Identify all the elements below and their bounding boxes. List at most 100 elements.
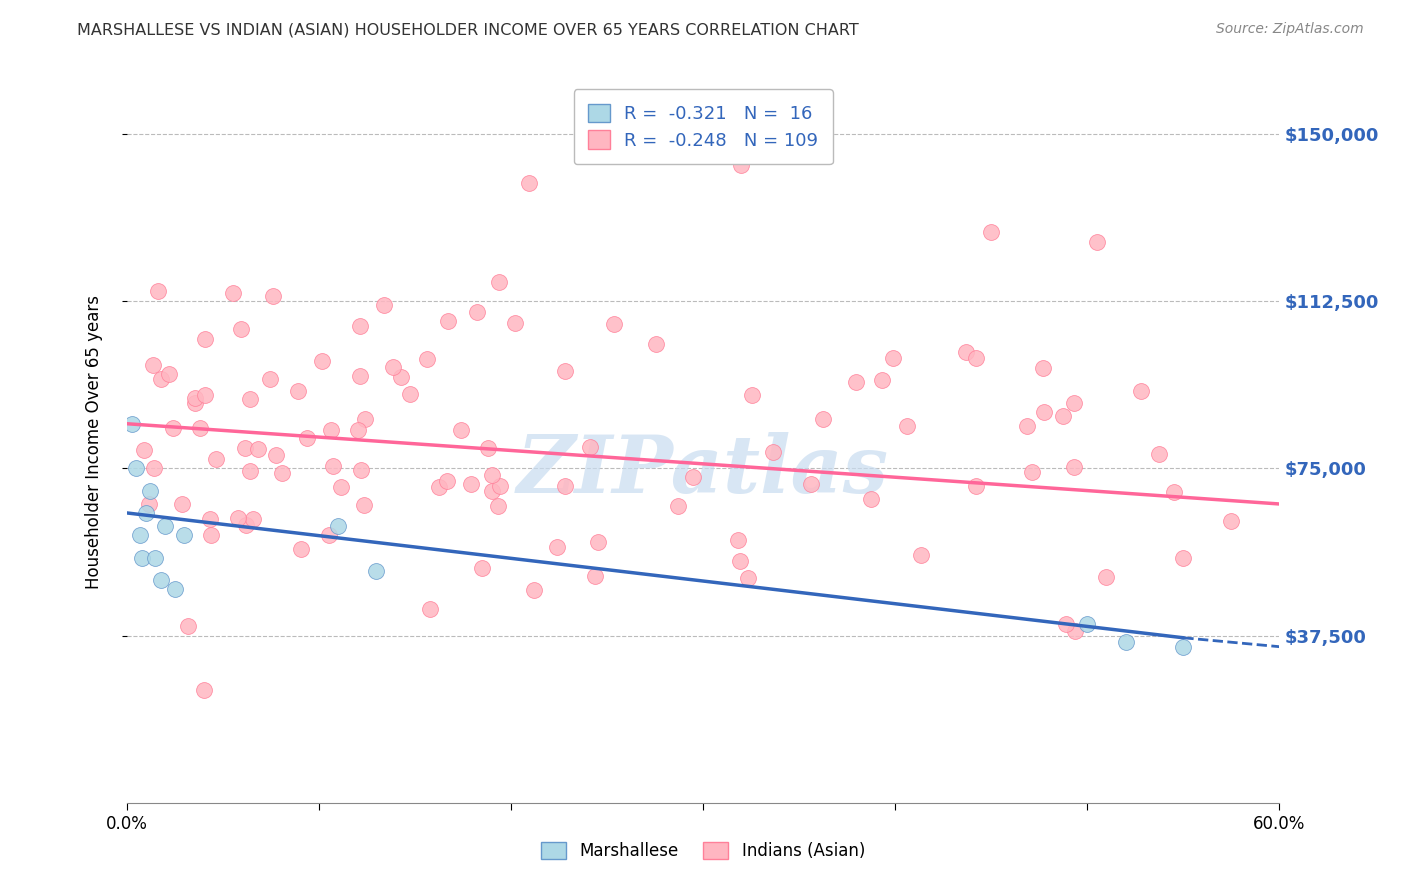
Point — [503, 316, 526, 330]
Point — [955, 345, 977, 359]
Point — [222, 286, 245, 301]
Point — [373, 298, 395, 312]
Point — [239, 392, 262, 406]
Point — [1063, 396, 1085, 410]
Point — [419, 602, 441, 616]
Point — [266, 448, 288, 462]
Point — [1032, 361, 1054, 376]
Point — [437, 314, 460, 328]
Point — [295, 431, 318, 445]
Point — [519, 177, 541, 191]
Point — [322, 459, 344, 474]
Point — [391, 369, 413, 384]
Point — [1021, 466, 1043, 480]
Point — [194, 388, 217, 402]
Point — [910, 548, 932, 562]
Point — [1163, 485, 1185, 500]
Point — [145, 550, 166, 565]
Point — [965, 479, 987, 493]
Point — [1173, 640, 1195, 654]
Point — [730, 554, 752, 568]
Point — [354, 412, 377, 426]
Point — [980, 225, 1002, 239]
Point — [399, 387, 422, 401]
Point — [188, 421, 211, 435]
Point — [349, 369, 371, 384]
Point — [488, 479, 510, 493]
Point — [353, 498, 375, 512]
Point — [150, 573, 173, 587]
Point — [200, 528, 222, 542]
Point — [488, 275, 510, 289]
Point — [350, 463, 373, 477]
Point — [486, 499, 509, 513]
Point — [481, 484, 503, 499]
Point — [415, 351, 437, 366]
Point — [235, 517, 257, 532]
Point — [1220, 514, 1243, 528]
Point — [460, 476, 482, 491]
Point — [121, 417, 143, 431]
Point — [270, 466, 292, 480]
Point — [1063, 624, 1085, 638]
Point — [290, 541, 312, 556]
Point — [870, 373, 893, 387]
Point — [318, 528, 340, 542]
Point — [1076, 617, 1098, 632]
Point — [231, 322, 253, 336]
Point — [1052, 409, 1074, 424]
Point — [239, 464, 262, 478]
Point — [183, 396, 205, 410]
Point — [204, 451, 226, 466]
Point — [153, 519, 176, 533]
Y-axis label: Householder Income Over 65 years: Householder Income Over 65 years — [84, 294, 103, 589]
Point — [682, 469, 704, 483]
Point — [860, 492, 883, 507]
Point — [578, 440, 600, 454]
Point — [1173, 550, 1195, 565]
Point — [1095, 570, 1118, 584]
Point — [125, 461, 148, 475]
Point — [811, 412, 834, 426]
Text: Source: ZipAtlas.com: Source: ZipAtlas.com — [1216, 22, 1364, 37]
Point — [287, 384, 309, 399]
Point — [523, 582, 546, 597]
Point — [730, 158, 752, 172]
Point — [170, 497, 193, 511]
Point — [129, 528, 152, 542]
Point — [965, 351, 987, 366]
Legend: Marshallese, Indians (Asian): Marshallese, Indians (Asian) — [534, 835, 872, 867]
Point — [131, 550, 153, 565]
Point — [183, 391, 205, 405]
Text: MARSHALLESE VS INDIAN (ASIAN) HOUSEHOLDER INCOME OVER 65 YEARS CORRELATION CHART: MARSHALLESE VS INDIAN (ASIAN) HOUSEHOLDE… — [77, 22, 859, 37]
Point — [799, 476, 821, 491]
Point — [326, 519, 349, 533]
Point — [554, 364, 576, 378]
Point — [450, 423, 472, 437]
Point — [727, 533, 749, 547]
Point — [1115, 635, 1137, 649]
Point — [349, 319, 371, 334]
Point — [741, 388, 763, 402]
Point — [1054, 616, 1077, 631]
Point — [193, 682, 215, 697]
Point — [146, 285, 169, 299]
Point — [162, 420, 184, 434]
Point — [135, 506, 157, 520]
Point — [645, 336, 668, 351]
Point — [149, 372, 172, 386]
Point — [436, 474, 458, 488]
Point — [586, 534, 609, 549]
Point — [427, 480, 450, 494]
Point — [177, 619, 200, 633]
Point — [761, 444, 783, 458]
Point — [603, 317, 626, 331]
Point — [194, 332, 217, 346]
Point — [1085, 235, 1108, 249]
Point — [138, 483, 160, 498]
Point — [737, 571, 759, 585]
Point — [666, 500, 689, 514]
Point — [247, 442, 270, 456]
Point — [242, 512, 264, 526]
Point — [366, 564, 388, 578]
